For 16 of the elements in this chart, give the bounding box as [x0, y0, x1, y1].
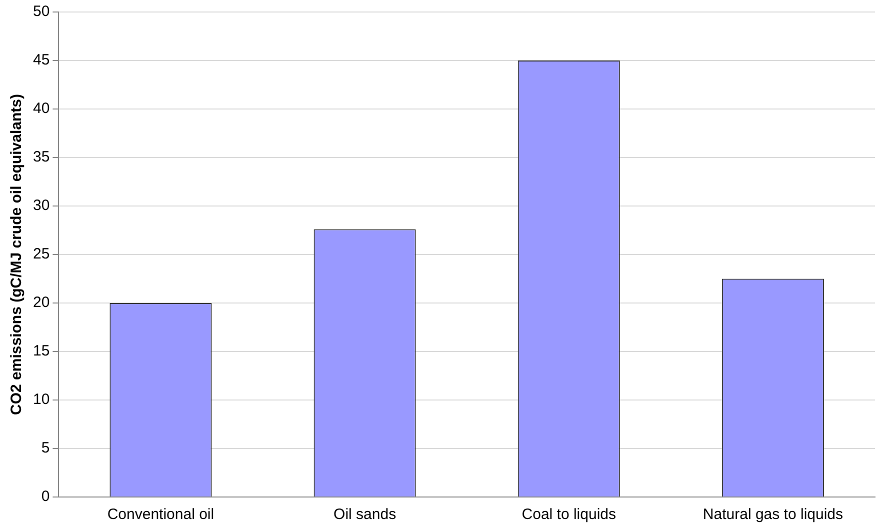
y-tick-label: 15	[32, 342, 50, 360]
y-tick-label: 5	[41, 440, 50, 457]
y-tick-label: 10	[32, 391, 50, 408]
y-tick-label: 45	[32, 52, 50, 69]
y-tick-label: 50	[32, 3, 50, 20]
y-tick-label: 40	[32, 100, 50, 118]
y-tick-label: 30	[32, 197, 50, 214]
x-tick-label: Coal to liquids	[522, 506, 616, 524]
y-axis-title: CO2 emissions (gC/MJ crude oil equivalants)	[8, 94, 26, 415]
x-tick-label: Oil sands	[334, 506, 396, 524]
y-tick-label: 0	[41, 488, 50, 506]
x-tick-label: Conventional oil	[107, 506, 214, 524]
y-tick-label: 20	[32, 294, 50, 312]
x-tick-label: Natural gas to liquids	[702, 506, 843, 524]
y-tick-label: 25	[32, 246, 50, 263]
y-tick-label: 35	[32, 148, 50, 166]
